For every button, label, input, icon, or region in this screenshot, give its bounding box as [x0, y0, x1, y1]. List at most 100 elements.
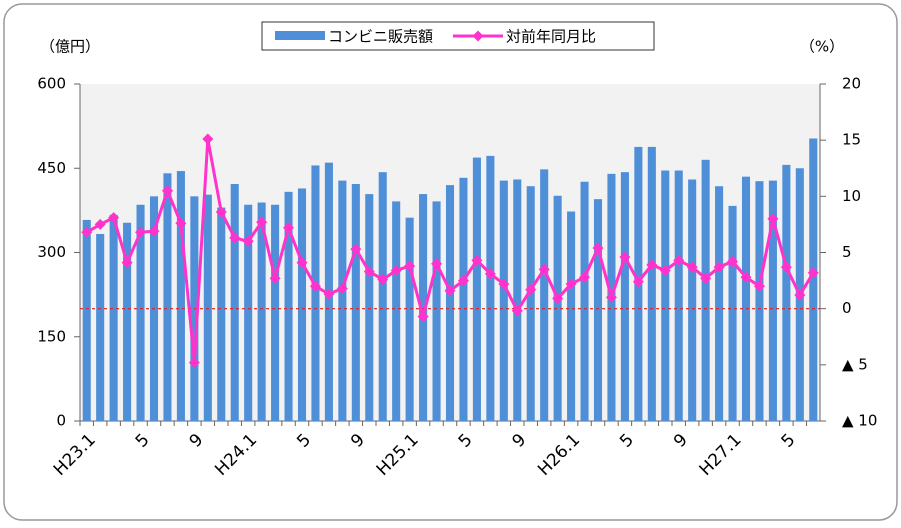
y2-axis-label: （%）: [800, 38, 844, 56]
line-marker: [135, 226, 147, 238]
line-marker: [215, 206, 227, 218]
bar: [311, 165, 320, 421]
line-marker: [767, 213, 779, 225]
line-marker: [619, 251, 631, 263]
line-marker: [417, 311, 429, 323]
bar: [567, 211, 576, 421]
y2-tick-label: ▲ 10: [842, 412, 877, 430]
line-marker: [202, 133, 214, 145]
bar: [526, 186, 535, 421]
line-marker: [511, 305, 523, 317]
line-marker: [780, 261, 792, 273]
line-marker: [444, 285, 456, 297]
bar: [432, 201, 441, 421]
y-tick-label: 150: [37, 327, 66, 345]
bar: [768, 180, 777, 421]
bar: [109, 214, 118, 421]
line-marker: [175, 217, 187, 229]
line-marker: [579, 271, 591, 283]
y2-tick-label: 20: [842, 75, 861, 93]
y-tick-label: 450: [37, 159, 66, 177]
bar: [661, 170, 670, 421]
line-marker: [269, 272, 281, 284]
bar: [486, 155, 495, 422]
bar: [284, 191, 293, 421]
line-marker: [161, 185, 173, 197]
bar: [540, 169, 549, 421]
bar: [244, 204, 253, 421]
bar: [741, 176, 751, 421]
bar: [136, 204, 145, 421]
bar: [365, 194, 374, 421]
bar: [176, 171, 185, 421]
line-marker: [713, 261, 725, 273]
line-marker: [323, 288, 335, 300]
bar: [82, 219, 91, 421]
bar: [405, 217, 414, 421]
bar: [163, 173, 172, 421]
bar: [553, 195, 562, 421]
bar: [271, 204, 280, 421]
line-marker: [471, 254, 483, 266]
bar: [123, 222, 132, 421]
legend-label: 対前年同月比: [506, 28, 596, 46]
line-marker: [605, 291, 617, 303]
bar: [755, 181, 764, 421]
line-marker: [484, 268, 496, 280]
y2-tick-label: 0: [842, 299, 852, 317]
y-tick-label: 600: [37, 75, 66, 93]
line-marker: [632, 276, 644, 288]
bar: [688, 179, 697, 421]
legend-marker: [472, 30, 484, 42]
line-marker: [552, 293, 564, 305]
bar: [701, 159, 710, 421]
y2-tick-label: ▲ 5: [842, 355, 868, 373]
line-marker: [807, 267, 819, 279]
legend-label: コンビニ販売額: [328, 28, 433, 46]
line-marker: [377, 273, 389, 285]
bar: [351, 183, 360, 421]
line-marker: [390, 264, 402, 276]
bar: [472, 157, 481, 421]
y2-tick-label: 10: [842, 187, 861, 205]
line-marker: [646, 259, 658, 271]
line-marker: [686, 261, 698, 273]
bar: [674, 170, 683, 421]
bar: [647, 146, 656, 421]
line-marker: [148, 225, 160, 237]
y2-tick-label: 5: [842, 243, 852, 261]
line-marker: [673, 254, 685, 266]
line-marker: [431, 258, 443, 270]
bar: [445, 185, 455, 421]
line-marker: [363, 266, 375, 278]
line-marker: [229, 232, 241, 244]
bar: [728, 205, 737, 421]
bar: [297, 188, 307, 421]
line-marker: [727, 255, 739, 267]
line-marker: [404, 260, 416, 272]
bar: [257, 202, 266, 421]
bar: [338, 180, 347, 421]
bar: [419, 194, 428, 421]
line-marker: [336, 282, 348, 294]
bar: [96, 233, 105, 421]
bar: [392, 201, 401, 421]
line-marker: [242, 235, 254, 247]
line-marker: [538, 263, 550, 275]
line-marker: [700, 272, 712, 284]
bar: [513, 179, 522, 421]
bar: [809, 138, 818, 421]
bar: [580, 181, 589, 421]
line-marker: [350, 243, 362, 255]
bar: [499, 180, 508, 421]
line-marker: [108, 212, 120, 224]
line-marker: [283, 222, 295, 234]
y2-tick-label: 15: [842, 131, 861, 149]
bar: [378, 172, 387, 421]
bar: [620, 172, 629, 421]
line-marker: [256, 216, 268, 228]
bar: [593, 199, 603, 421]
line-marker: [457, 275, 469, 287]
